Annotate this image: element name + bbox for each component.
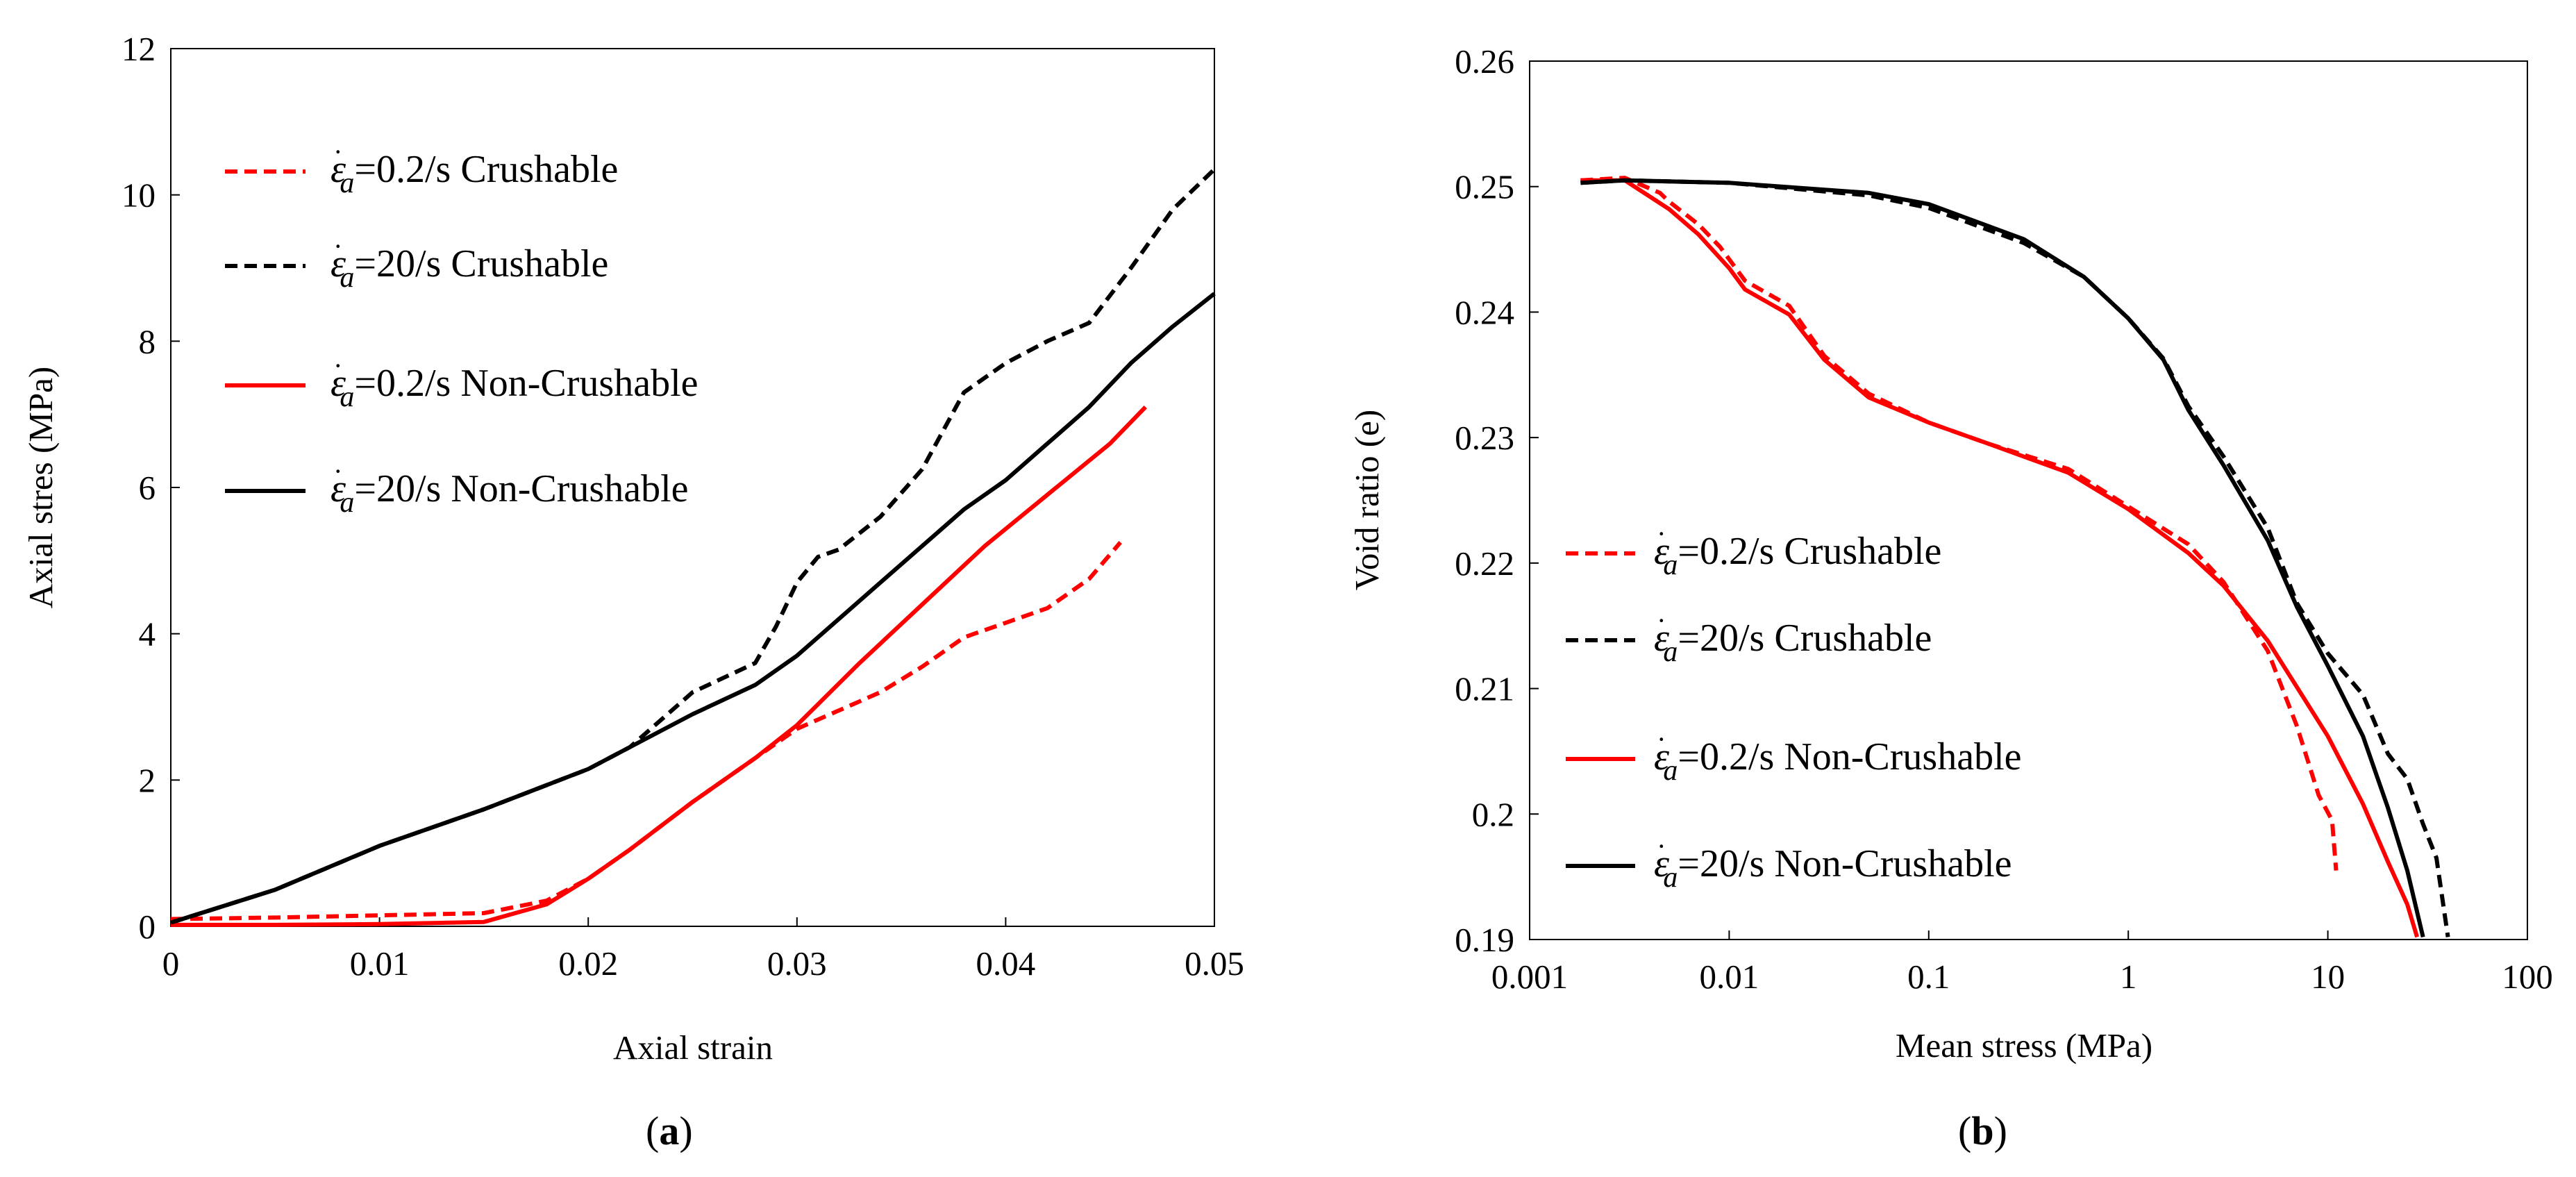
legend-label: =20/s Non-Crushable xyxy=(354,467,688,510)
caption-a-letter: a xyxy=(659,1108,679,1153)
panel-a-series xyxy=(170,167,1216,927)
legend-label: =20/s Non-Crushable xyxy=(1678,842,2012,885)
legend-label: =0.2/s Crushable xyxy=(1678,530,1941,573)
panel-a-y-axis-title: Axial stres (MPa) xyxy=(22,367,60,608)
panel-b-legend-entry: ε· a=20/s Crushable xyxy=(1654,605,1932,668)
caption-a: (a) xyxy=(646,1108,693,1153)
caption-b-letter: b xyxy=(1971,1108,1993,1153)
legend-label: =0.2/s Non-Crushable xyxy=(1678,735,2021,778)
panel-b-y-tick-label: 0.26 xyxy=(1455,42,1514,81)
panel-a-y-tick-label: 6 xyxy=(139,469,156,507)
panel-b-x-tick-label: 0.001 xyxy=(1491,958,1568,996)
panel-b-legend-entry: ε· a=20/s Non-Crushable xyxy=(1654,830,2012,894)
panel-a-legend-entry: ε· a=20/s Non-Crushable xyxy=(331,456,689,519)
panel-a-legend-entry: ε· a=0.2/s Crushable xyxy=(331,136,618,199)
panel-b-series-line-1 xyxy=(1580,176,2339,871)
panel-a-y-tick-label: 4 xyxy=(139,615,156,653)
legend-label: =20/s Crushable xyxy=(1678,617,1932,660)
panel-b-x-tick-label: 1 xyxy=(2120,958,2137,996)
panel-a-x-tick-label: 0.04 xyxy=(976,944,1036,983)
panel-b-series-line-4 xyxy=(1580,178,2425,938)
panel-a-series-line-3 xyxy=(171,406,1147,927)
dot-accent: · xyxy=(333,231,342,262)
caption-b-close: ) xyxy=(1994,1108,2007,1153)
panel-b-legend-entry: ε· a=0.2/s Crushable xyxy=(1654,518,1941,581)
epsilon-symbol: ε xyxy=(1654,735,1670,778)
panel-b-x-tick-label: 0.1 xyxy=(1907,958,1950,996)
panel-b-y-tick-label: 0.22 xyxy=(1455,544,1514,583)
panel-a-series-line-2 xyxy=(170,167,1216,925)
panel-a-y-tick-label: 10 xyxy=(122,176,156,215)
subscript-a: a xyxy=(340,262,354,294)
panel-a-y-tick-label: 0 xyxy=(139,908,156,946)
caption-a-open: ( xyxy=(646,1108,659,1153)
panel-b-x-axis-title: Mean stress (MPa) xyxy=(1896,1026,2152,1065)
panel-b-x-tick-label: 10 xyxy=(2311,958,2345,996)
epsilon-symbol: ε xyxy=(331,148,346,191)
epsilon-symbol: ε xyxy=(331,362,346,405)
panel-b-y-ticks: 0.19 0.2 0.21 0.22 0.23 0.24 0.25 0.26 xyxy=(1455,42,1539,959)
panel-b-series-line-2 xyxy=(1580,178,2450,937)
panel-a-x-tick-label: 0.05 xyxy=(1185,944,1244,983)
panel-a-x-tick-label: 0.03 xyxy=(767,944,827,983)
dot-accent: · xyxy=(333,350,342,381)
panel-b-y-tick-label: 0.25 xyxy=(1455,168,1514,206)
legend-label: =0.2/s Non-Crushable xyxy=(354,362,698,405)
dot-accent: · xyxy=(1657,830,1666,862)
subscript-a: a xyxy=(340,487,354,519)
panel-a-y-tick-label: 2 xyxy=(139,761,156,799)
panel-a-y-tick-label: 12 xyxy=(122,30,156,68)
panel-b-series-line-3 xyxy=(1580,178,2419,938)
panel-a-y-tick-label: 8 xyxy=(139,322,156,360)
panel-a-series-line-1 xyxy=(170,541,1122,921)
panel-a-x-tick-label: 0.02 xyxy=(558,944,618,983)
panel-b-y-tick-label: 0.23 xyxy=(1455,419,1514,457)
caption-b: (b) xyxy=(1958,1108,2007,1153)
subscript-a: a xyxy=(1663,755,1678,787)
dot-accent: · xyxy=(333,456,342,487)
panel-b-x-tick-label: 0.01 xyxy=(1700,958,1759,996)
epsilon-symbol: ε xyxy=(331,467,346,510)
panel-a-legend-entry: ε· a=20/s Crushable xyxy=(331,231,608,294)
panel-a-x-ticks: 0 0.01 0.02 0.03 0.04 0.05 xyxy=(162,917,1244,983)
panel-b-y-tick-label: 0.24 xyxy=(1455,293,1514,331)
subscript-a: a xyxy=(1663,636,1678,668)
panel-a-series-line-4 xyxy=(170,292,1216,925)
panel-b-legend-entry: ε· a=0.2/s Non-Crushable xyxy=(1654,724,2022,787)
panel-b-x-ticks: 0.001 0.01 0.1 1 10 100 xyxy=(1491,930,2553,996)
epsilon-symbol: ε xyxy=(1654,617,1670,660)
caption-b-open: ( xyxy=(1958,1108,1971,1153)
panel-b-y-tick-label: 0.2 xyxy=(1472,795,1514,833)
epsilon-symbol: ε xyxy=(1654,530,1670,573)
legend-label: =20/s Crushable xyxy=(354,242,608,285)
panel-b-y-axis-title: Void ratio (e) xyxy=(1348,410,1386,590)
panel-a-x-tick-label: 0.01 xyxy=(350,944,410,983)
dot-accent: · xyxy=(1657,605,1666,636)
panel-b-plot-area xyxy=(1529,60,2528,940)
subscript-a: a xyxy=(1663,549,1678,581)
panel-a: 0 0.01 0.02 0.03 0.04 0.05 0 2 4 6 8 10 12 Axial st… xyxy=(22,30,1244,1153)
panel-b-y-tick-label: 0.19 xyxy=(1455,921,1514,959)
epsilon-symbol: ε xyxy=(331,242,346,285)
panel-a-y-ticks: 0 2 4 6 8 10 12 xyxy=(122,30,180,946)
panel-b: 0.001 0.01 0.1 1 10 100 0.190.20.210.220.230.… xyxy=(1348,42,2553,1153)
panel-a-legend-entry: ε· a=0.2/s Non-Crushable xyxy=(331,350,699,413)
subscript-a: a xyxy=(1663,862,1678,894)
dot-accent: · xyxy=(1657,724,1666,755)
panel-a-x-tick-label: 0 xyxy=(162,944,180,983)
panel-b-y-tick-label: 0.21 xyxy=(1455,670,1514,708)
caption-a-close: ) xyxy=(679,1108,692,1153)
subscript-a: a xyxy=(340,381,354,413)
epsilon-symbol: ε xyxy=(1654,842,1670,885)
legend-label: =0.2/s Crushable xyxy=(354,148,618,191)
panel-a-x-axis-title: Axial strain xyxy=(613,1028,773,1067)
dot-accent: · xyxy=(333,136,342,167)
subscript-a: a xyxy=(340,167,354,199)
dot-accent: · xyxy=(1657,518,1666,549)
panel-b-x-tick-label: 100 xyxy=(2502,958,2553,996)
panel-b-series xyxy=(1580,176,2450,938)
